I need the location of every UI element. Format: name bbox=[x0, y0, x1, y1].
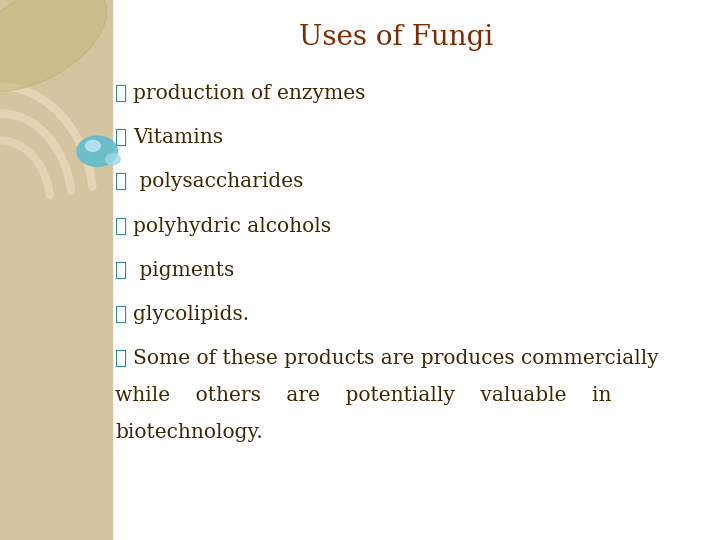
Text: ➢: ➢ bbox=[115, 217, 127, 235]
Text: polysaccharides: polysaccharides bbox=[133, 172, 304, 191]
Text: Some of these products are produces commercially: Some of these products are produces comm… bbox=[133, 349, 659, 368]
Text: ➢: ➢ bbox=[115, 349, 127, 368]
Text: polyhydric alcohols: polyhydric alcohols bbox=[133, 217, 331, 235]
Text: Uses of Fungi: Uses of Fungi bbox=[299, 24, 493, 51]
Text: ➢: ➢ bbox=[115, 84, 127, 103]
Text: pigments: pigments bbox=[133, 261, 235, 280]
Bar bbox=[0, 0, 112, 540]
Polygon shape bbox=[0, 0, 107, 91]
Text: ➢: ➢ bbox=[115, 172, 127, 191]
Circle shape bbox=[86, 140, 100, 151]
Text: while    others    are    potentially    valuable    in: while others are potentially valuable in bbox=[115, 386, 612, 405]
Circle shape bbox=[77, 136, 117, 166]
Circle shape bbox=[106, 154, 120, 165]
Text: biotechnology.: biotechnology. bbox=[115, 423, 263, 442]
Text: ➢: ➢ bbox=[115, 261, 127, 280]
Text: production of enzymes: production of enzymes bbox=[133, 84, 366, 103]
Text: ➢: ➢ bbox=[115, 128, 127, 147]
Text: glycolipids.: glycolipids. bbox=[133, 305, 249, 324]
Text: Vitamins: Vitamins bbox=[133, 128, 223, 147]
Text: ➢: ➢ bbox=[115, 305, 127, 324]
